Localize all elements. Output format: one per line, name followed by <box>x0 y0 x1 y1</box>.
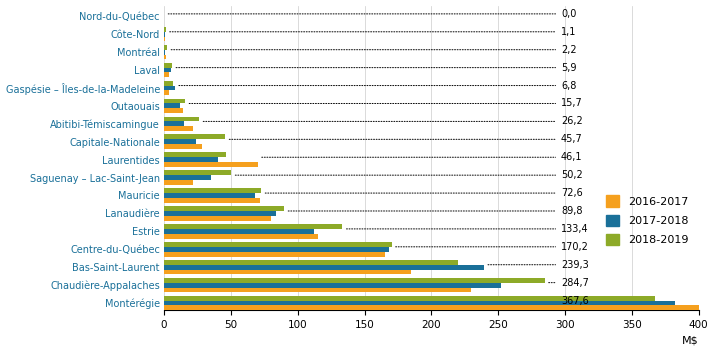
Bar <box>164 45 167 50</box>
Bar <box>164 296 655 300</box>
Text: 50,2: 50,2 <box>561 170 583 180</box>
Text: 367,6: 367,6 <box>561 296 589 306</box>
Text: 26,2: 26,2 <box>561 117 583 126</box>
Bar <box>164 278 545 283</box>
Bar <box>164 134 225 139</box>
Bar <box>164 224 343 229</box>
Bar <box>164 139 196 144</box>
Bar <box>164 198 261 203</box>
Text: 5,9: 5,9 <box>561 62 576 73</box>
X-axis label: M$: M$ <box>682 336 698 345</box>
Bar <box>164 211 276 216</box>
Text: 72,6: 72,6 <box>561 188 583 198</box>
Bar <box>164 193 255 198</box>
Bar <box>164 265 484 270</box>
Bar <box>164 81 174 86</box>
Bar <box>164 126 193 131</box>
Legend: 2016-2017, 2017-2018, 2018-2019: 2016-2017, 2017-2018, 2018-2019 <box>601 191 693 250</box>
Bar <box>164 37 165 41</box>
Bar <box>164 104 180 108</box>
Text: 284,7: 284,7 <box>561 278 589 288</box>
Bar <box>164 50 166 54</box>
Bar <box>164 144 201 149</box>
Bar <box>164 247 388 252</box>
Text: 239,3: 239,3 <box>561 260 589 270</box>
Bar <box>164 206 284 211</box>
Bar <box>164 234 318 239</box>
Bar <box>164 121 184 126</box>
Bar <box>164 72 169 77</box>
Bar <box>164 108 183 113</box>
Bar <box>164 91 169 95</box>
Bar <box>164 157 218 162</box>
Bar <box>164 68 171 72</box>
Bar <box>164 86 175 91</box>
Bar <box>164 63 172 68</box>
Text: 15,7: 15,7 <box>561 99 583 108</box>
Bar <box>164 27 166 32</box>
Bar <box>164 252 385 257</box>
Bar <box>164 270 411 274</box>
Text: 46,1: 46,1 <box>561 152 583 162</box>
Text: 89,8: 89,8 <box>561 206 583 216</box>
Bar <box>164 216 271 221</box>
Bar <box>164 117 199 121</box>
Text: 133,4: 133,4 <box>561 224 588 234</box>
Bar <box>164 162 258 167</box>
Bar <box>164 229 313 234</box>
Bar <box>164 242 391 247</box>
Bar <box>164 180 193 185</box>
Text: 45,7: 45,7 <box>561 134 583 144</box>
Bar <box>164 287 471 292</box>
Bar <box>164 170 231 175</box>
Bar <box>164 305 698 310</box>
Text: 170,2: 170,2 <box>561 242 589 252</box>
Text: 1,1: 1,1 <box>561 27 576 37</box>
Bar <box>164 260 458 265</box>
Bar <box>164 300 675 305</box>
Bar <box>164 283 501 287</box>
Bar <box>164 175 211 180</box>
Bar <box>164 99 185 104</box>
Text: 6,8: 6,8 <box>561 81 576 91</box>
Text: 2,2: 2,2 <box>561 45 577 55</box>
Text: 0,0: 0,0 <box>561 9 576 19</box>
Bar <box>164 152 226 157</box>
Bar <box>164 54 166 59</box>
Bar <box>164 188 261 193</box>
